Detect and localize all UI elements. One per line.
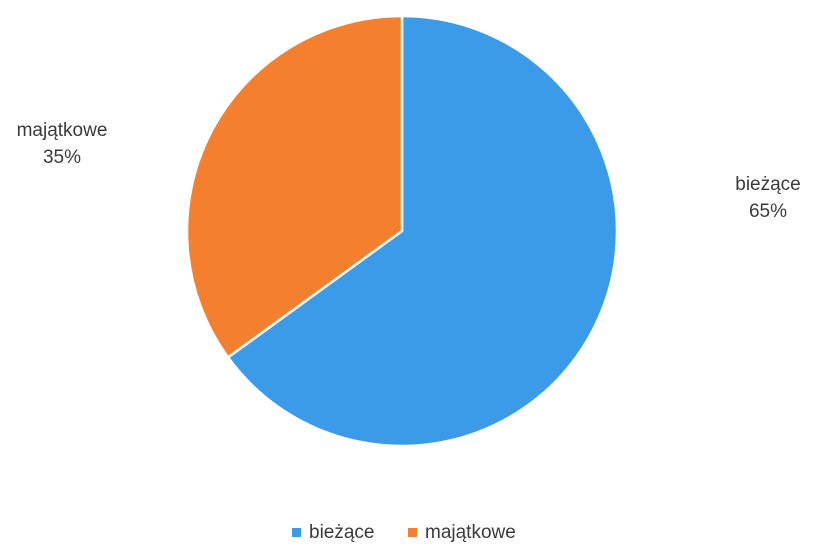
data-label-majatkowe-name: majątkowe (17, 120, 108, 141)
legend-swatch-biezace (292, 528, 301, 537)
legend: bieżące majątkowe (292, 522, 516, 543)
pie-slice-biezace (226, 14, 619, 448)
pie-slice-majatkowe (185, 14, 404, 359)
legend-swatch-majatkowe (408, 528, 417, 537)
data-label-majatkowe-percent: 35% (43, 147, 81, 168)
data-label-biezace-name: bieżące (735, 174, 801, 195)
data-label-biezace-percent: 65% (749, 201, 787, 222)
legend-label-majatkowe: majątkowe (425, 522, 516, 543)
pie-slices (185, 14, 619, 448)
legend-label-biezace: bieżące (309, 522, 375, 543)
